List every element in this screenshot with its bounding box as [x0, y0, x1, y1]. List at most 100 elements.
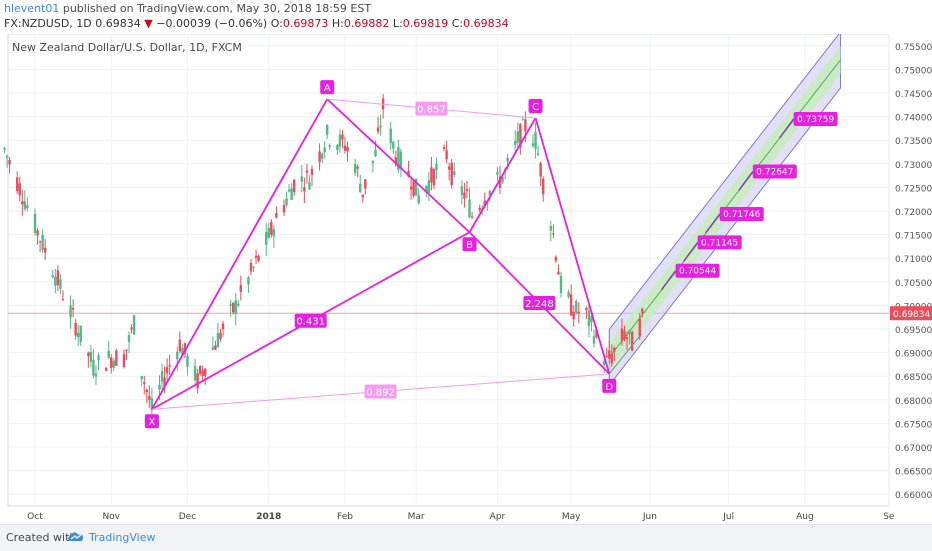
candle-body — [158, 384, 161, 390]
candle-body — [519, 124, 522, 148]
candle-body — [21, 201, 24, 205]
candle-body — [204, 368, 207, 376]
candle-body — [229, 304, 232, 306]
candle-body — [237, 303, 240, 306]
candle-body — [76, 332, 80, 338]
point-label[interactable]: X — [148, 417, 155, 428]
ratio-label[interactable]: 0.431 — [296, 317, 325, 328]
candle-body — [252, 267, 255, 269]
target-box[interactable] — [675, 263, 720, 278]
leg-xa[interactable] — [151, 98, 328, 410]
candle-body — [577, 311, 580, 315]
point-label[interactable]: C — [532, 102, 539, 113]
ratio-box[interactable] — [294, 313, 327, 328]
price-chart[interactable]: X A B C D 0.857 0.431 2.248 0.892 0.73759 0.72647… — [0, 30, 932, 524]
point-label-box[interactable] — [320, 80, 335, 95]
target-label[interactable]: 0.73759 — [797, 115, 834, 125]
candle-body — [104, 367, 108, 371]
candle-body — [641, 308, 644, 314]
price-axis[interactable]: 0.75500 0.75000 0.74500 0.74000 0.73500 0.730… — [890, 43, 932, 501]
candle-body — [613, 347, 616, 352]
target-box[interactable] — [793, 111, 838, 126]
time-tick-label: Jun — [642, 512, 657, 522]
candle-body — [219, 332, 222, 339]
candle-body — [557, 271, 560, 275]
candle-body — [516, 131, 519, 143]
candle-body — [165, 367, 169, 374]
candle-body — [122, 354, 126, 368]
candle-body — [211, 347, 215, 350]
candle-body — [272, 229, 276, 237]
price-tick-label: 0.67000 — [895, 444, 932, 454]
time-tick-label: Feb — [337, 512, 353, 522]
target-box[interactable] — [697, 235, 742, 250]
candle-body — [483, 200, 486, 207]
leg-cd[interactable] — [534, 117, 611, 375]
candle-body — [394, 157, 398, 165]
candle-body — [359, 183, 362, 193]
candle-body — [320, 153, 324, 160]
point-label-box[interactable] — [602, 378, 617, 393]
ratio-box[interactable] — [415, 101, 448, 116]
point-label-box[interactable] — [462, 237, 477, 252]
candle-body — [285, 198, 288, 205]
candle-body — [328, 145, 331, 147]
candle-body — [125, 349, 128, 352]
candle-body — [552, 233, 555, 235]
candle-body — [287, 189, 291, 192]
candle-body — [61, 298, 65, 300]
price-tick-label: 0.68000 — [895, 397, 932, 407]
tradingview-cloud-icon[interactable] — [66, 529, 86, 549]
ratio-label[interactable]: 2.248 — [525, 299, 554, 310]
candle-body — [36, 230, 39, 236]
point-label-box[interactable] — [144, 414, 159, 429]
price-tick-label: 0.71500 — [895, 232, 932, 242]
tradingview-brand[interactable]: TradingView — [89, 531, 156, 544]
target-label[interactable]: 0.71145 — [701, 238, 738, 248]
ratio-label[interactable]: 0.892 — [366, 388, 395, 399]
candle-body — [221, 323, 225, 330]
point-label[interactable]: B — [466, 240, 473, 251]
candle-body — [379, 125, 382, 128]
candle-body — [198, 366, 202, 374]
target-label[interactable]: 0.70544 — [679, 267, 716, 277]
ratio-box[interactable] — [523, 296, 556, 311]
target-box[interactable] — [752, 164, 797, 179]
author-link[interactable]: hlevent01 — [4, 2, 60, 15]
candle-body — [539, 163, 542, 177]
candle-body — [468, 199, 471, 218]
candle-body — [595, 329, 598, 337]
candle-body — [524, 119, 527, 132]
candle-body — [150, 398, 154, 411]
point-label[interactable]: A — [324, 83, 331, 94]
chart-area[interactable]: X A B C D 0.857 0.431 2.248 0.892 0.73759 0.72647… — [0, 30, 932, 524]
candle-body — [610, 354, 614, 364]
candle-body — [16, 177, 19, 192]
open-value: 0.69873 — [282, 17, 329, 30]
xabcd-pattern[interactable]: X A B C D 0.857 0.431 2.248 0.892 — [144, 80, 641, 429]
target-labels[interactable]: 0.73759 0.72647 0.71746 0.71145 0.70544 — [660, 111, 838, 291]
candle-body — [389, 128, 392, 144]
target-label[interactable]: 0.72647 — [756, 167, 793, 177]
leg-bc[interactable] — [468, 117, 537, 233]
target-pointer — [705, 213, 721, 234]
candle-body — [353, 163, 357, 174]
candles — [3, 93, 644, 416]
time-tick-label: Nov — [102, 512, 120, 522]
candle-body — [270, 222, 273, 235]
candle-body — [145, 389, 149, 393]
leg-ab[interactable] — [326, 98, 471, 233]
close-label: C: — [451, 17, 464, 30]
price-tick-label: 0.75500 — [895, 43, 932, 53]
candle-body — [346, 146, 349, 152]
ratio-box[interactable] — [364, 384, 397, 399]
candle-body — [71, 308, 75, 310]
point-label-box[interactable] — [528, 99, 543, 114]
point-label[interactable]: D — [605, 382, 613, 393]
candle-body — [214, 345, 217, 350]
ratio-label[interactable]: 0.857 — [417, 105, 446, 116]
target-box[interactable] — [719, 206, 764, 221]
target-label[interactable]: 0.71746 — [723, 210, 760, 220]
time-axis[interactable]: Oct Nov Dec 2018 Feb Mar Apr May Jun Jul Aug Se — [27, 512, 895, 522]
candle-body — [178, 339, 182, 352]
